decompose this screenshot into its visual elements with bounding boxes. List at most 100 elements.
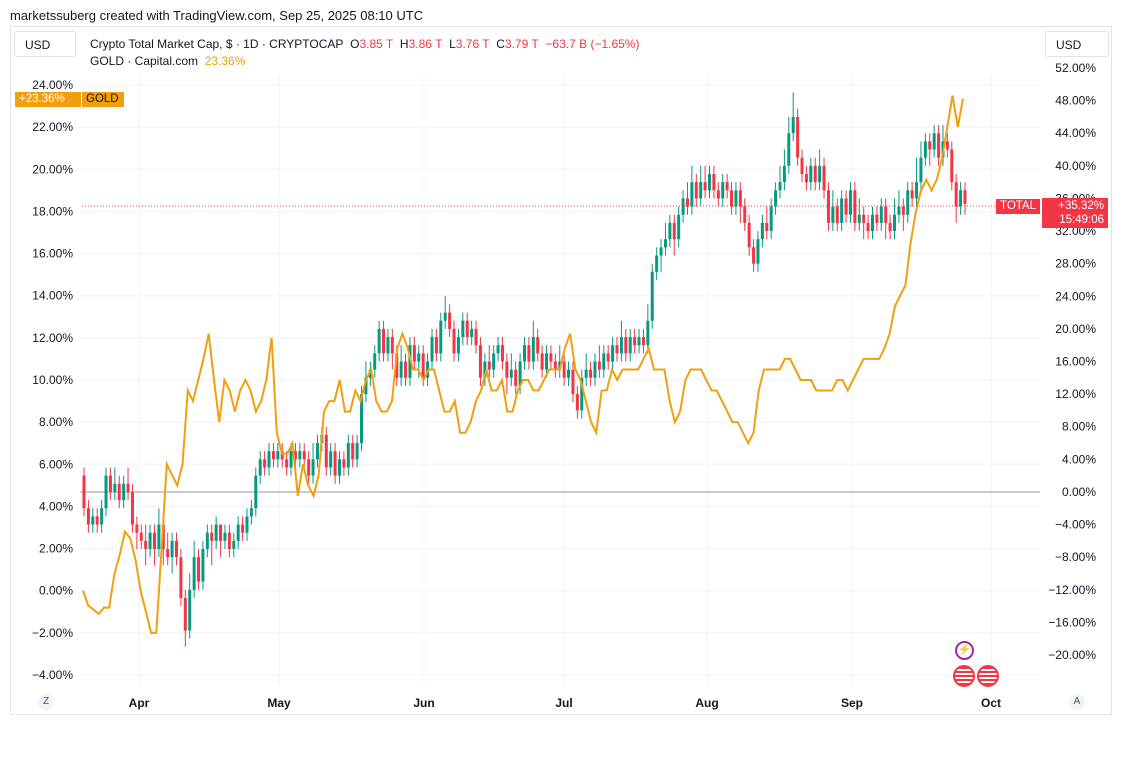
candle-body bbox=[743, 206, 747, 223]
candle-body bbox=[848, 190, 852, 215]
us-flag-event-icon[interactable] bbox=[977, 665, 999, 687]
us-flag-event-icon[interactable] bbox=[953, 665, 975, 687]
chart-frame bbox=[10, 26, 1112, 715]
right-tick-label: −8.00% bbox=[1055, 550, 1096, 564]
candle-body bbox=[540, 353, 544, 370]
candle-body bbox=[963, 190, 967, 204]
candle-body bbox=[223, 532, 227, 541]
candle-body bbox=[382, 328, 386, 354]
candle-body bbox=[487, 361, 491, 370]
candle-body bbox=[197, 557, 201, 582]
candle-body bbox=[765, 222, 769, 232]
candle-body bbox=[769, 206, 773, 232]
x-tick-label: Jul bbox=[555, 696, 572, 710]
right-tick-label: −4.00% bbox=[1055, 518, 1096, 532]
candle-body bbox=[932, 133, 936, 150]
candle-body bbox=[597, 361, 601, 370]
candle-body bbox=[276, 451, 280, 460]
legend-open: 3.85 T bbox=[359, 37, 394, 51]
left-tick-label: 6.00% bbox=[39, 457, 73, 471]
candle-body bbox=[571, 369, 575, 395]
candle-body bbox=[183, 597, 187, 631]
candle-body bbox=[210, 532, 214, 541]
total-name-tag: TOTAL bbox=[996, 199, 1040, 214]
legend-main-name: Crypto Total Market Cap, $ · 1D · CRYPTO… bbox=[90, 37, 344, 51]
candle-body bbox=[324, 434, 328, 468]
right-tick-label: 40.00% bbox=[1055, 159, 1096, 173]
left-tick-label: 14.00% bbox=[32, 289, 73, 303]
candle-body bbox=[888, 222, 892, 232]
candle-body bbox=[659, 247, 663, 256]
chart-legend: Crypto Total Market Cap, $ · 1D · CRYPTO… bbox=[90, 36, 639, 70]
candle-body bbox=[567, 369, 571, 378]
candle-body bbox=[170, 540, 174, 558]
candle-body bbox=[884, 206, 888, 223]
candle-body bbox=[188, 589, 192, 631]
candle-body bbox=[893, 214, 897, 232]
candle-body bbox=[355, 443, 359, 460]
candle-body bbox=[113, 483, 117, 492]
legend-high: 3.86 T bbox=[408, 37, 443, 51]
candle-body bbox=[351, 443, 355, 460]
candle-body bbox=[500, 345, 504, 362]
candle-body bbox=[787, 133, 791, 166]
candle-body bbox=[813, 165, 817, 183]
candle-body bbox=[417, 353, 421, 362]
candle-body bbox=[122, 483, 126, 501]
right-tick-label: 28.00% bbox=[1055, 257, 1096, 271]
candle-body bbox=[734, 190, 738, 207]
candle-body bbox=[258, 459, 262, 476]
currency-button-right[interactable]: USD bbox=[1045, 31, 1109, 57]
candle-body bbox=[774, 190, 778, 207]
candle-body bbox=[311, 459, 315, 476]
candle-body bbox=[866, 222, 870, 232]
lightning-icon[interactable]: ⚡ bbox=[955, 641, 974, 660]
candle-body bbox=[399, 361, 403, 378]
candle-body bbox=[307, 459, 311, 476]
right-tick-label: 44.00% bbox=[1055, 126, 1096, 140]
right-tick-label: −16.00% bbox=[1048, 615, 1096, 629]
candle-body bbox=[791, 116, 795, 134]
candle-body bbox=[756, 239, 760, 264]
legend-low-label: L bbox=[449, 37, 456, 51]
candle-body bbox=[219, 524, 223, 541]
candle-body bbox=[531, 337, 535, 362]
candle-body bbox=[672, 222, 676, 240]
candle-body bbox=[809, 165, 813, 183]
candle-body bbox=[249, 508, 253, 517]
candle-body bbox=[298, 451, 302, 460]
candle-body bbox=[628, 337, 632, 354]
candle-body bbox=[897, 206, 901, 215]
candle-body bbox=[906, 190, 910, 215]
left-tick-label: 24.00% bbox=[32, 78, 73, 92]
candle-body bbox=[818, 165, 822, 183]
auto-scale-icon[interactable]: A bbox=[1069, 694, 1085, 710]
candle-body bbox=[430, 337, 434, 362]
zoom-icon[interactable]: Z bbox=[38, 694, 54, 710]
gold-series-line bbox=[82, 95, 964, 634]
candle-body bbox=[368, 369, 372, 378]
candle-body bbox=[954, 182, 958, 207]
candle-body bbox=[677, 214, 681, 240]
candle-body bbox=[619, 337, 623, 354]
candle-body bbox=[192, 557, 196, 590]
candle-body bbox=[844, 198, 848, 215]
candle-body bbox=[448, 312, 452, 329]
candle-body bbox=[901, 206, 905, 215]
candle-body bbox=[760, 222, 764, 240]
left-tick-label: 12.00% bbox=[32, 331, 73, 345]
candle-body bbox=[377, 328, 381, 354]
candle-body bbox=[179, 557, 183, 598]
candle-body bbox=[214, 524, 218, 541]
currency-button-left[interactable]: USD bbox=[14, 31, 76, 57]
candle-body bbox=[584, 369, 588, 378]
total-value-tag: +35.32% 15:49:06 bbox=[1042, 198, 1108, 228]
right-tick-label: 16.00% bbox=[1055, 355, 1096, 369]
candle-body bbox=[800, 157, 804, 174]
candle-body bbox=[483, 361, 487, 378]
candle-body bbox=[879, 206, 883, 223]
candle-body bbox=[615, 345, 619, 354]
right-tick-label: 4.00% bbox=[1062, 452, 1096, 466]
candle-body bbox=[130, 491, 134, 525]
